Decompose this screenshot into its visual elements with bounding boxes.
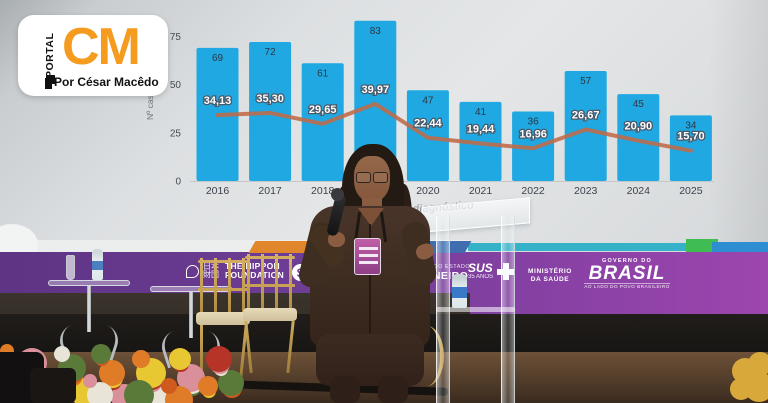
chair-leg bbox=[200, 325, 203, 377]
water-bottle bbox=[452, 274, 467, 308]
microphone-head bbox=[331, 188, 344, 201]
chair-back-bar bbox=[275, 254, 278, 310]
presenter-leg bbox=[378, 376, 408, 403]
flower bbox=[132, 350, 150, 368]
presenter bbox=[296, 136, 442, 403]
chair-cushion bbox=[243, 308, 297, 321]
sus-anos-text: 35 ANOS bbox=[468, 274, 494, 280]
chair-back-bar bbox=[261, 254, 264, 310]
sus-text: SUS bbox=[468, 261, 493, 275]
governo-brasil-logo: GOVERNO DO BRASIL AO LADO DO POVO BRASIL… bbox=[584, 258, 670, 290]
chair-back-bar bbox=[247, 254, 250, 310]
glasses bbox=[356, 172, 388, 183]
nippon-jp-text: 日本財団 bbox=[203, 262, 219, 279]
flower bbox=[83, 374, 97, 388]
flower bbox=[161, 378, 177, 394]
banner-strip-cyan bbox=[468, 243, 694, 251]
chair-rail bbox=[198, 288, 248, 291]
logo-bullet bbox=[45, 78, 52, 89]
logo-portal-text: PORTAL bbox=[44, 32, 56, 78]
chair-back-bar bbox=[228, 258, 231, 314]
lectern-shelf bbox=[436, 307, 515, 312]
table-stem bbox=[87, 286, 91, 332]
portal-cm-logo: PORTAL CM Por César Macêdo bbox=[18, 15, 168, 96]
water-glass bbox=[66, 255, 75, 280]
logo-byline-text: Por César Macêdo bbox=[54, 75, 159, 89]
leaf bbox=[124, 380, 154, 403]
nippon-crest-icon bbox=[186, 264, 199, 278]
flower bbox=[198, 376, 218, 396]
chiavari-chair bbox=[196, 258, 250, 380]
table-top bbox=[48, 280, 130, 286]
brasil-tagline-text: AO LADO DO POVO BRASILEIRO bbox=[584, 283, 670, 290]
chair-back-bar bbox=[200, 258, 203, 314]
chair-back-bar bbox=[214, 258, 217, 314]
chair-leg bbox=[286, 320, 295, 374]
foreground-silhouette bbox=[30, 368, 76, 403]
presenter-leg bbox=[330, 376, 360, 403]
conference-badge bbox=[354, 238, 381, 275]
nippon-en-text: THE NIPPON FOUNDATION bbox=[225, 261, 285, 280]
flower bbox=[206, 346, 232, 372]
chair-rail bbox=[245, 284, 295, 287]
flower bbox=[169, 348, 191, 370]
chiavari-chair bbox=[243, 254, 297, 376]
flower bbox=[730, 378, 752, 400]
flower bbox=[748, 352, 768, 376]
chair-cushion bbox=[196, 312, 250, 325]
nippon-foundation-logo: 日本財団 THE NIPPON FOUNDATION bbox=[186, 262, 297, 280]
logo-initials: CM bbox=[62, 18, 141, 76]
chair-rail bbox=[245, 256, 295, 259]
chair-rail bbox=[198, 260, 248, 263]
ministerio-saude-logo: MINISTÉRIO DA SAÚDE bbox=[528, 268, 572, 283]
jacket-zipper bbox=[369, 224, 371, 334]
corner-flower bbox=[730, 352, 768, 403]
water-bottle bbox=[92, 249, 103, 280]
brasil-text: BRASIL bbox=[588, 263, 666, 284]
chair-back-bar bbox=[242, 258, 245, 314]
screen-shadow bbox=[708, 0, 768, 250]
brasil-top-text: GOVERNO DO bbox=[602, 258, 652, 264]
glass-side-table bbox=[48, 249, 130, 366]
leaf bbox=[91, 344, 111, 364]
table-stem bbox=[189, 292, 193, 338]
flower bbox=[54, 346, 70, 362]
chair-back-bar bbox=[289, 254, 292, 310]
flower bbox=[87, 382, 113, 403]
